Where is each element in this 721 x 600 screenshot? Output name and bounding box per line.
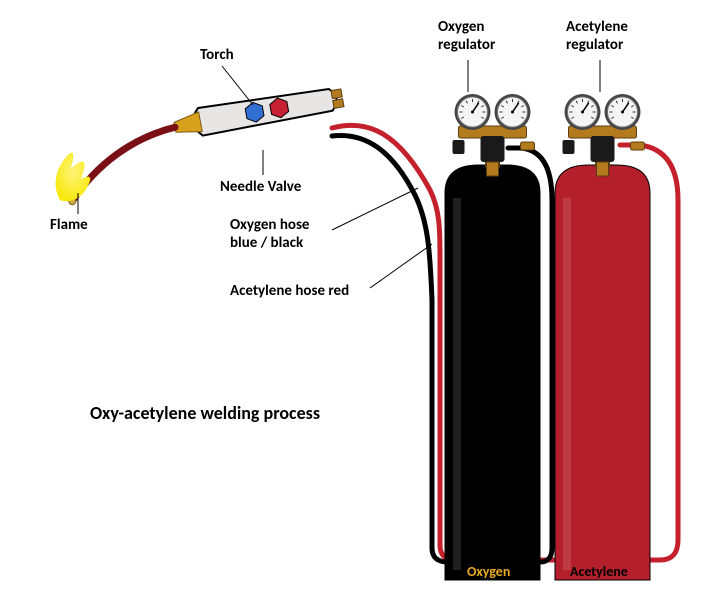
label-needle-valve: Needle Valve [220,178,301,196]
label-acetylene-hose: Acetylene hose red [230,282,349,300]
label-acetylene-regulator: Acetylene regulator [566,18,628,54]
label-oxygen-hose: Oxygen hose blue / black [230,216,309,252]
label-oxygen-regulator: Oxygen regulator [438,18,495,54]
diagram-stage: Torch Oxygen regulator Acetylene regulat… [0,0,721,600]
diagram-svg [0,0,721,600]
diagram-title: Oxy-acetylene welding process [90,402,320,424]
label-acetylene-cylinder: Acetylene [570,563,628,580]
label-oxygen-cylinder: Oxygen [467,563,510,580]
label-flame: Flame [50,216,88,234]
label-torch: Torch [200,46,234,64]
